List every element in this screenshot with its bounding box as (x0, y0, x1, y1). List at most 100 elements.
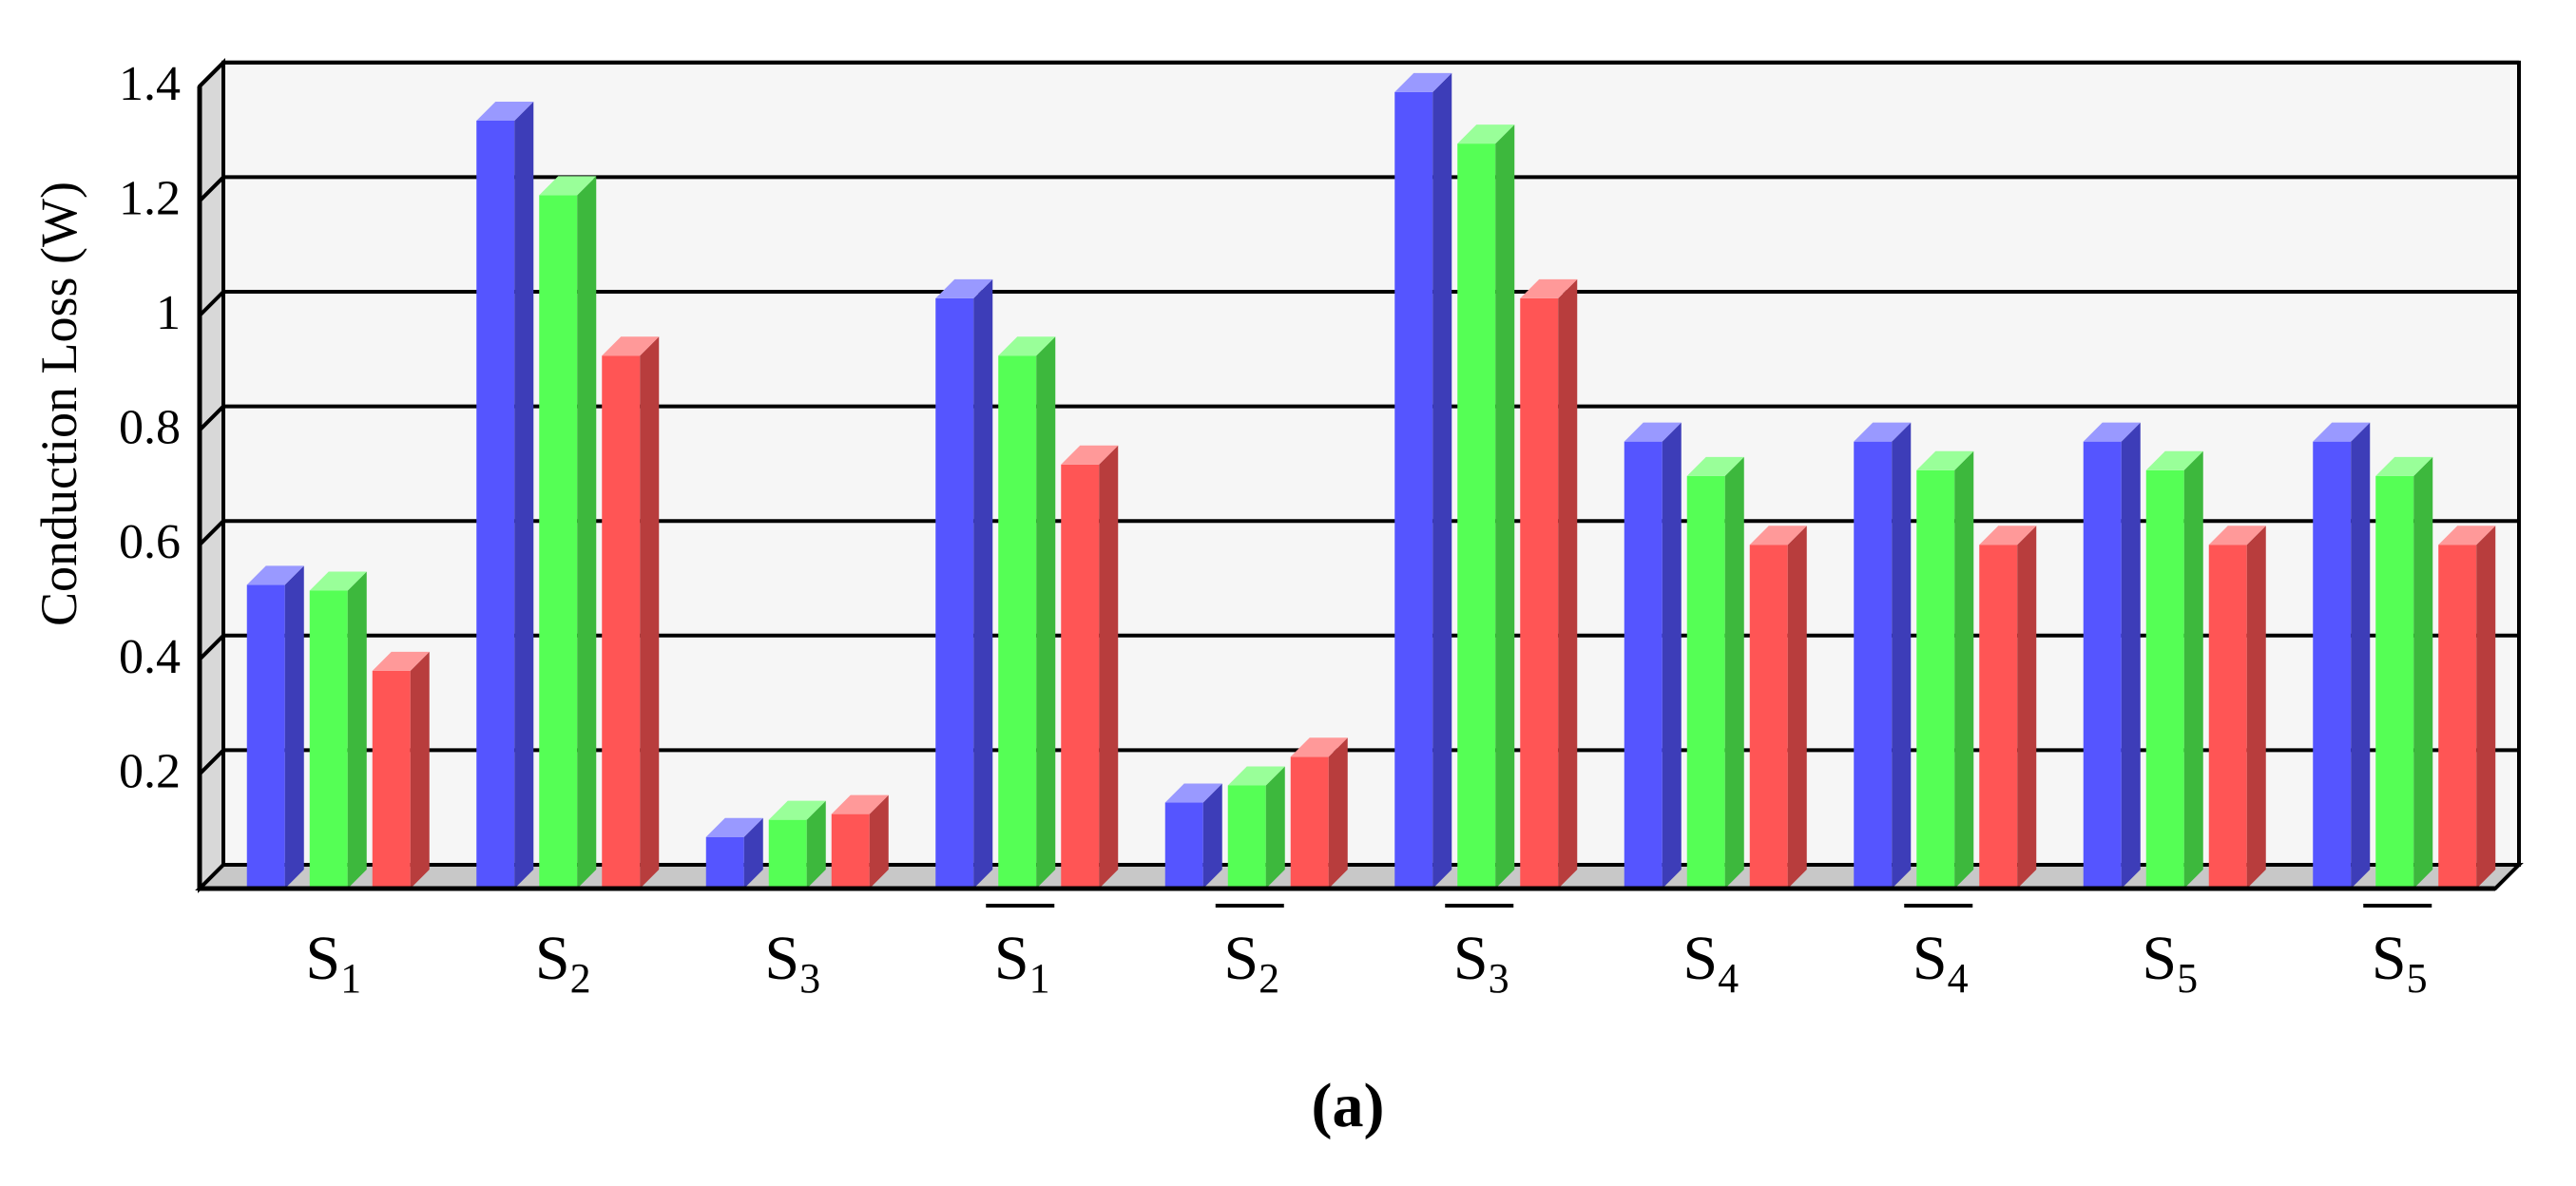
x-category-label: S4 (1682, 924, 1739, 1002)
x-category-label: S2 (1223, 924, 1279, 1002)
bar-top (372, 651, 430, 671)
bar (1290, 737, 1348, 889)
bar (1164, 783, 1222, 889)
bar-side (1787, 526, 1807, 889)
bar-side (1328, 737, 1348, 889)
bar-front (1061, 464, 1100, 889)
bar (309, 571, 367, 889)
bar-side (1662, 422, 1682, 889)
bar-front (1227, 785, 1266, 889)
x-category-label: S2 (535, 924, 591, 1002)
bar-front (1979, 545, 2018, 889)
x-category-label: S1 (305, 924, 361, 1002)
bar (1854, 422, 1912, 889)
y-tick-label: 0.8 (119, 401, 181, 455)
bar-top (768, 800, 826, 820)
bar-side (806, 800, 826, 889)
bar-side (1724, 456, 1744, 889)
bar-front (1520, 297, 1559, 889)
bar-top (539, 176, 597, 196)
bar (1624, 422, 1682, 889)
bar-side (2017, 526, 2037, 889)
bar-front (1457, 143, 1496, 890)
bar-front (1624, 441, 1663, 889)
bar-top (2208, 526, 2266, 545)
bar-front (2208, 545, 2247, 889)
bar-side (1036, 336, 1056, 890)
bar (372, 651, 430, 889)
bar (768, 800, 826, 889)
bar-side (1495, 124, 1515, 890)
bar (2083, 422, 2141, 889)
bar-top (2083, 422, 2141, 442)
bar-side (1892, 422, 1912, 889)
bar-top (1979, 526, 2037, 545)
bar-top (998, 336, 1056, 356)
bar-front (768, 819, 807, 889)
bar-side (1202, 783, 1222, 889)
axes (197, 86, 2495, 891)
gridline-side (198, 61, 225, 88)
bar-top (2375, 456, 2433, 476)
gridline-side (198, 290, 225, 317)
bar (246, 565, 304, 889)
bar (2375, 456, 2433, 889)
y-tick-label: 1 (156, 286, 181, 340)
bar-side (2413, 456, 2433, 889)
bar-front (602, 355, 641, 890)
bar-side (284, 565, 304, 889)
bar-front (2145, 469, 2184, 889)
bar-side (869, 794, 889, 889)
bar-front (2438, 545, 2477, 889)
bar-front (1916, 469, 1955, 889)
bar (1394, 72, 1452, 889)
bar-top (2145, 450, 2203, 470)
bar-top (1457, 124, 1515, 144)
bar-front (998, 355, 1037, 890)
bar (2313, 422, 2371, 889)
panel-caption: (a) (1312, 1071, 1385, 1140)
y-tick-label: 1.4 (119, 57, 181, 111)
bar-side (640, 336, 660, 890)
bar-front (2313, 441, 2352, 889)
x-category-label: S5 (2372, 924, 2428, 1002)
bar-side (2246, 526, 2266, 889)
bar-top (246, 565, 304, 585)
gridline-side (198, 405, 225, 432)
bar-front (309, 590, 348, 889)
y-tick-label: 0.4 (119, 630, 181, 684)
bar (1457, 124, 1515, 890)
bar-side (2121, 422, 2141, 889)
bar-side (2183, 450, 2203, 889)
bar-top (476, 101, 534, 121)
bar-front (1290, 756, 1329, 889)
bars (246, 72, 2496, 890)
bar-front (476, 120, 515, 890)
bar (1686, 456, 1744, 889)
bar-side (1432, 72, 1452, 889)
bar (476, 101, 534, 890)
bar-front (1164, 802, 1203, 889)
bar-top (935, 278, 993, 298)
bar (831, 794, 889, 889)
bar-top (1164, 783, 1222, 803)
bar (539, 176, 597, 889)
bar-front (705, 836, 744, 889)
bar-top (309, 571, 367, 591)
bar (2145, 450, 2203, 889)
bar-side (743, 817, 763, 889)
bar-front (372, 670, 411, 889)
bar-front (2375, 475, 2414, 889)
bar-top (1227, 766, 1285, 786)
bar-side (2476, 526, 2496, 889)
gridline-side (198, 634, 225, 661)
bar-side (1099, 445, 1119, 889)
gridline-side (198, 748, 225, 775)
bar-side (2351, 422, 2371, 889)
x-category-label: S1 (994, 924, 1050, 1002)
bar-top (1290, 737, 1348, 757)
y-tick-label: 0.6 (119, 515, 181, 569)
bar-front (1686, 475, 1725, 889)
bar-top (602, 336, 660, 356)
gridline-side (198, 175, 225, 202)
